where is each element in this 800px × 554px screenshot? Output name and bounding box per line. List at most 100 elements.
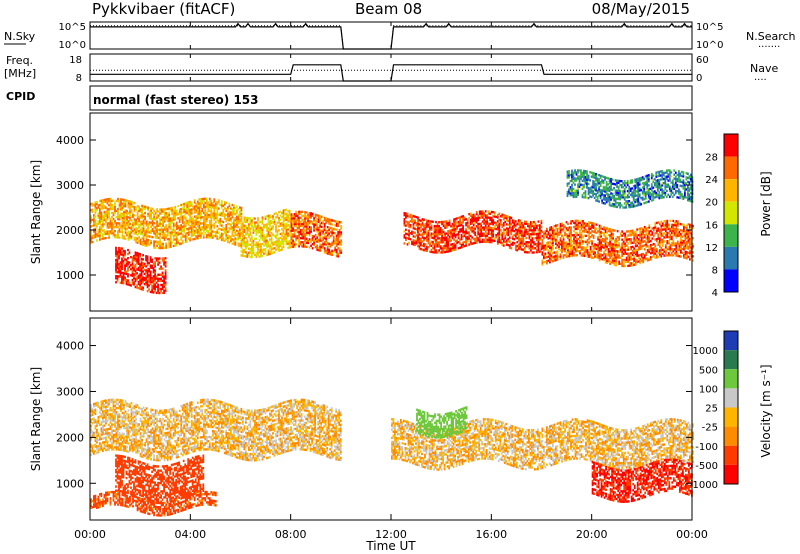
echo-cell [103, 214, 106, 218]
echo-cell [307, 219, 309, 222]
echo-cell [441, 231, 443, 234]
echo-cell [128, 251, 131, 254]
echo-cell [598, 226, 601, 229]
echo-cell [141, 206, 143, 210]
echo-cell [599, 174, 602, 177]
echo-cell [567, 255, 569, 258]
echo-cell [457, 216, 460, 220]
echo-cell [544, 234, 547, 237]
echo-cell [648, 226, 651, 229]
echo-cell [627, 238, 630, 241]
echo-cell [190, 226, 193, 229]
echo-cell [97, 228, 100, 232]
echo-cell [230, 235, 232, 239]
echo-cell [329, 218, 332, 222]
echo-cell [564, 243, 566, 247]
echo-cell [427, 223, 430, 227]
echo-cell [435, 227, 437, 230]
echo-cell [610, 230, 613, 234]
echo-cell [435, 235, 437, 238]
echo-cell [124, 268, 126, 271]
echo-cell [442, 220, 445, 224]
echo-cell [450, 225, 452, 228]
echo-cell [284, 239, 286, 242]
echo-cell [569, 192, 572, 195]
echo-cell [567, 237, 569, 240]
echo-cell [326, 252, 329, 255]
echo-cell [576, 225, 578, 229]
echo-cell [490, 210, 493, 214]
echo-cell [145, 206, 148, 209]
echo-cell [640, 237, 643, 240]
echo-cell [234, 241, 237, 244]
echo-cell [411, 240, 413, 244]
echo-cell [220, 234, 223, 237]
echo-cell [408, 223, 410, 226]
echo-cell [160, 208, 163, 211]
echo-cell [433, 251, 436, 254]
echo-cell [628, 256, 631, 259]
echo-cell [624, 244, 627, 247]
echo-cell [189, 237, 192, 240]
echo-cell [133, 228, 136, 231]
echo-cell [162, 208, 164, 211]
echo-cell [169, 221, 172, 224]
echo-cell [598, 234, 601, 238]
echo-cell [574, 250, 577, 253]
echo-cell [153, 244, 155, 247]
echo-cell [666, 233, 669, 237]
echo-cell [129, 206, 131, 209]
echo-cell [216, 207, 219, 210]
echo-cell [498, 224, 501, 228]
echo-cell [405, 232, 407, 235]
echo-cell [549, 240, 551, 244]
echo-cell [607, 227, 610, 231]
echo-cell [193, 211, 196, 214]
echo-cell [610, 184, 612, 187]
echo-cell [219, 222, 222, 225]
echo-cell [547, 245, 550, 248]
echo-cell [463, 230, 466, 234]
echo-cell [615, 239, 617, 243]
echo-cell [239, 232, 241, 236]
echo-cell [660, 255, 663, 258]
echo-cell [145, 242, 148, 245]
echo-cell [513, 225, 516, 229]
echo-cell [531, 251, 534, 254]
echo-cell [487, 216, 490, 219]
echo-cell [138, 207, 140, 211]
echo-cell [630, 229, 633, 233]
echo-cell [577, 191, 579, 194]
echo-cell [627, 242, 630, 245]
echo-cell [118, 269, 120, 272]
echo-cell [673, 230, 676, 233]
echo-cell [116, 271, 119, 274]
echo-cell [316, 224, 319, 227]
echo-cell [614, 191, 617, 194]
echo-cell [605, 182, 608, 186]
echo-cell [99, 216, 101, 219]
echo-cell [655, 231, 658, 235]
echo-cell [222, 220, 225, 224]
echo-cell [211, 212, 214, 215]
echo-cell [596, 179, 599, 182]
echo-cell [109, 232, 112, 235]
echo-cell [582, 224, 584, 227]
echo-cell [313, 227, 315, 230]
echo-cell [281, 224, 283, 227]
echo-cell [645, 227, 648, 230]
echo-cell [603, 250, 605, 253]
echo-cell [445, 220, 448, 223]
echo-cell [139, 242, 142, 246]
echo-cell [580, 236, 583, 239]
echo-cell [142, 235, 145, 238]
echo-cell [258, 231, 261, 234]
echo-cell [109, 199, 112, 203]
echo-cell [190, 204, 193, 207]
echo-cell [445, 250, 448, 253]
echo-cell [292, 239, 294, 242]
echo-cell [670, 237, 673, 241]
echo-cell [660, 224, 663, 228]
echo-cell [604, 253, 607, 256]
echo-cell [517, 245, 520, 248]
